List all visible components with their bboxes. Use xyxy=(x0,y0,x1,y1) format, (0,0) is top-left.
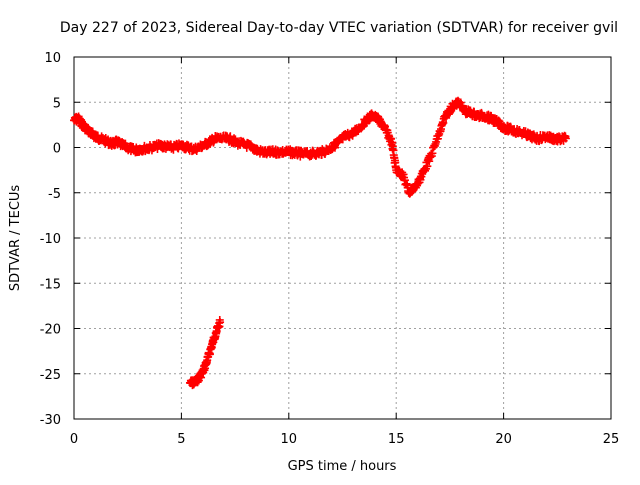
x-tick-label: 20 xyxy=(495,432,512,447)
chart-title: Day 227 of 2023, Sidereal Day-to-day VTE… xyxy=(60,20,618,36)
y-tick-label: -10 xyxy=(40,232,61,247)
x-tick-label: 0 xyxy=(70,432,78,447)
data-points xyxy=(70,96,570,390)
ticks: 0 5 10 15 20 25 -30 -25 -20 -15 -10 -5 0 5 10 xyxy=(40,51,620,447)
x-tick-label: 5 xyxy=(177,432,185,447)
data-point xyxy=(561,134,570,143)
data-series xyxy=(185,315,225,390)
grid xyxy=(74,57,611,419)
data-series xyxy=(70,96,570,198)
y-axis-label: SDTVAR / TECUs xyxy=(8,185,23,292)
x-tick-label: 25 xyxy=(603,432,620,447)
y-tick-label: -20 xyxy=(40,323,61,338)
x-axis-label: GPS time / hours xyxy=(288,459,397,474)
x-tick-label: 15 xyxy=(388,432,405,447)
y-tick-label: 5 xyxy=(53,96,61,111)
y-tick-label: -5 xyxy=(48,187,61,202)
x-tick-label: 10 xyxy=(281,432,298,447)
y-tick-label: -15 xyxy=(40,277,61,292)
y-tick-label: 10 xyxy=(44,51,61,66)
data-point xyxy=(216,318,225,327)
y-tick-label: -25 xyxy=(40,368,61,383)
y-tick-label: -30 xyxy=(40,413,61,428)
y-tick-label: 0 xyxy=(53,142,61,157)
